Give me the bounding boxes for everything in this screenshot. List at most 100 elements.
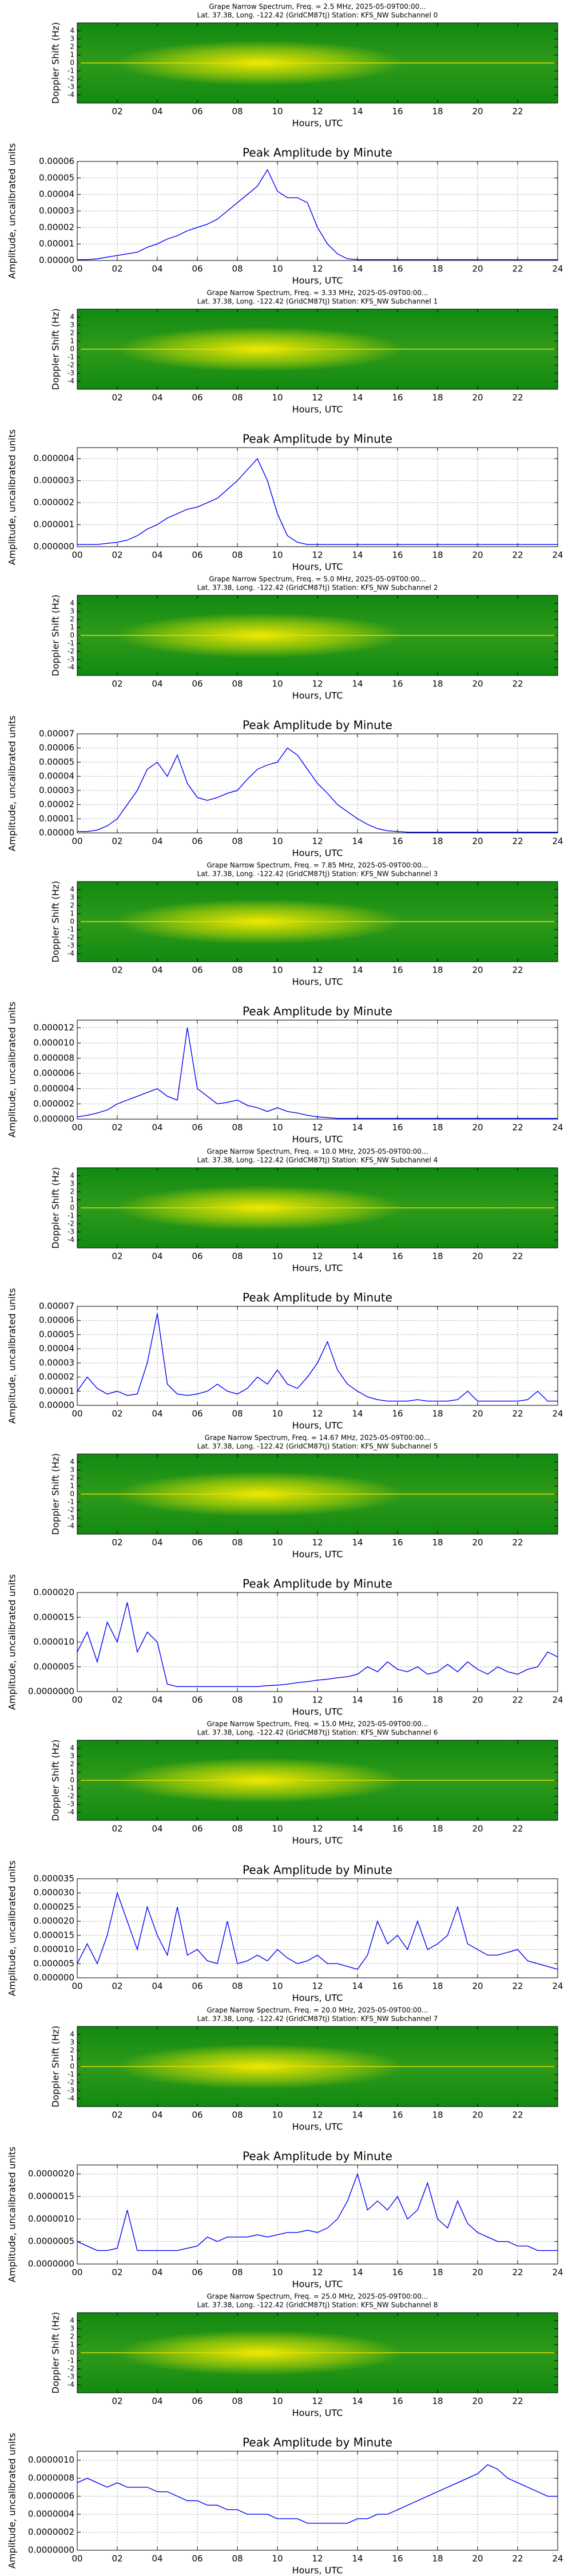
- x-tick-label: 14: [352, 1251, 363, 1262]
- x-tick-label: 16: [392, 1981, 403, 1992]
- x-tick-label: 02: [112, 965, 122, 975]
- y-axis-label: Doppler Shift (Hz): [50, 2026, 61, 2108]
- x-tick-label: 06: [192, 836, 202, 847]
- chart-title: Grape Narrow Spectrum, Freq. = 7.85 MHz,…: [207, 862, 428, 870]
- chart-title: Grape Narrow Spectrum, Freq. = 25.0 MHz,…: [207, 2293, 428, 2301]
- x-tick-label: 08: [232, 106, 243, 117]
- x-tick-label: 12: [312, 264, 323, 274]
- x-tick-label: 18: [432, 2554, 443, 2564]
- y-tick-label: 4: [70, 599, 74, 607]
- y-tick-label: 2: [70, 2333, 74, 2341]
- y-tick-label: 3: [70, 894, 74, 902]
- x-tick-label: 10: [272, 1123, 283, 1133]
- x-tick-label: 04: [152, 836, 162, 847]
- y-tick-label: 0.000002: [33, 497, 74, 508]
- x-tick-label: 12: [312, 106, 323, 117]
- y-tick-label: 3: [70, 607, 74, 615]
- y-tick-label: 0.000006: [33, 1068, 74, 1078]
- x-tick-label: 24: [552, 264, 563, 274]
- y-tick-label: -2: [67, 1506, 74, 1514]
- x-tick-label: 14: [352, 2110, 363, 2120]
- x-tick-label: 14: [352, 1981, 363, 1992]
- y-axis-label: Amplitude, uncalibrated units: [7, 2147, 18, 2282]
- x-tick-label: 20: [472, 1695, 483, 1705]
- y-axis-label: Doppler Shift (Hz): [50, 1167, 61, 1249]
- x-tick-label: 02: [112, 550, 122, 560]
- plot-frame: [77, 2451, 558, 2551]
- chart-title: Grape Narrow Spectrum, Freq. = 20.0 MHz,…: [207, 2006, 428, 2014]
- y-tick-label: 0.00006: [39, 1315, 74, 1325]
- x-tick-label: 08: [232, 1538, 243, 1548]
- x-axis-label: Hours, UTC: [292, 2121, 343, 2132]
- x-tick-label: 10: [272, 264, 283, 274]
- y-tick-label: 0.000015: [33, 1930, 74, 1940]
- x-axis-label: Hours, UTC: [292, 848, 343, 859]
- plot-frame: [77, 2164, 558, 2265]
- y-tick-label: -2: [67, 1220, 74, 1228]
- x-tick-label: 02: [112, 1981, 122, 1992]
- chart-title: Grape Narrow Spectrum, Freq. = 5.0 MHz, …: [209, 575, 426, 583]
- x-tick-label: 22: [512, 393, 523, 403]
- x-tick-label: 06: [192, 965, 202, 975]
- chart-title: Peak Amplitude by Minute: [243, 146, 392, 160]
- x-tick-label: 04: [152, 2554, 162, 2564]
- x-tick-label: 22: [512, 1123, 523, 1133]
- x-tick-label: 06: [192, 1824, 202, 1834]
- x-tick-label: 00: [72, 1981, 82, 1992]
- x-tick-label: 18: [432, 1538, 443, 1548]
- y-tick-label: 2: [70, 902, 74, 910]
- x-tick-label: 10: [272, 2554, 283, 2564]
- plot-frame: [77, 1020, 558, 1120]
- x-tick-label: 18: [432, 106, 443, 117]
- x-axis-label: Hours, UTC: [292, 2565, 343, 2576]
- y-tick-label: -4: [67, 2095, 74, 2103]
- y-tick-label: 0.000000: [33, 542, 74, 552]
- y-tick-label: 0.000010: [33, 1037, 74, 1048]
- y-tick-label: 0.000030: [33, 1887, 74, 1898]
- y-tick-label: 3: [70, 2038, 74, 2046]
- x-tick-label: 08: [232, 393, 243, 403]
- y-axis-label: Amplitude, uncalibrated units: [7, 1860, 18, 1996]
- x-tick-label: 08: [232, 1409, 243, 1419]
- y-tick-label: 4: [70, 313, 74, 321]
- y-tick-label: 0: [70, 631, 74, 639]
- x-tick-label: 12: [312, 1123, 323, 1133]
- x-tick-label: 02: [112, 1538, 122, 1548]
- y-tick-label: -4: [67, 2381, 74, 2389]
- y-tick-label: -3: [67, 942, 74, 950]
- y-tick-label: 0.00007: [39, 1301, 74, 1311]
- y-tick-label: -4: [67, 1236, 74, 1244]
- x-tick-label: 16: [392, 679, 403, 689]
- x-tick-label: 08: [232, 1123, 243, 1133]
- y-axis-label: Doppler Shift (Hz): [50, 1453, 61, 1535]
- x-tick-label: 04: [152, 106, 162, 117]
- x-tick-label: 00: [72, 2554, 82, 2564]
- x-tick-label: 08: [232, 2110, 243, 2120]
- x-tick-label: 24: [552, 836, 563, 847]
- x-tick-label: 12: [312, 679, 323, 689]
- x-tick-label: 14: [352, 965, 363, 975]
- x-tick-label: 06: [192, 2110, 202, 2120]
- chart-subtitle: Lat. 37.38, Long. -122.42 (GridCM87tj) S…: [197, 1729, 438, 1737]
- x-axis-label: Hours, UTC: [292, 404, 343, 415]
- x-tick-label: 14: [352, 550, 363, 560]
- x-tick-label: 06: [192, 2267, 202, 2278]
- x-tick-label: 10: [272, 2396, 283, 2407]
- y-tick-label: 0.000001: [33, 519, 74, 530]
- y-tick-label: 0.00007: [39, 729, 74, 739]
- x-tick-label: 10: [272, 679, 283, 689]
- chart-title: Peak Amplitude by Minute: [243, 1577, 392, 1591]
- y-tick-label: 0.0000020: [28, 2168, 74, 2179]
- x-tick-label: 20: [472, 2267, 483, 2278]
- x-tick-label: 10: [272, 2267, 283, 2278]
- y-axis-label: Amplitude, uncalibrated units: [7, 1002, 18, 1137]
- x-tick-label: 10: [272, 1981, 283, 1992]
- x-tick-label: 08: [232, 679, 243, 689]
- y-tick-label: 4: [70, 2030, 74, 2038]
- y-tick-label: 1: [70, 910, 74, 918]
- y-tick-label: 0.00000: [39, 1400, 74, 1411]
- x-tick-label: 16: [392, 2267, 403, 2278]
- y-tick-label: 0.000000: [33, 1114, 74, 1124]
- y-tick-label: 0.000010: [33, 1944, 74, 1954]
- x-tick-label: 00: [72, 264, 82, 274]
